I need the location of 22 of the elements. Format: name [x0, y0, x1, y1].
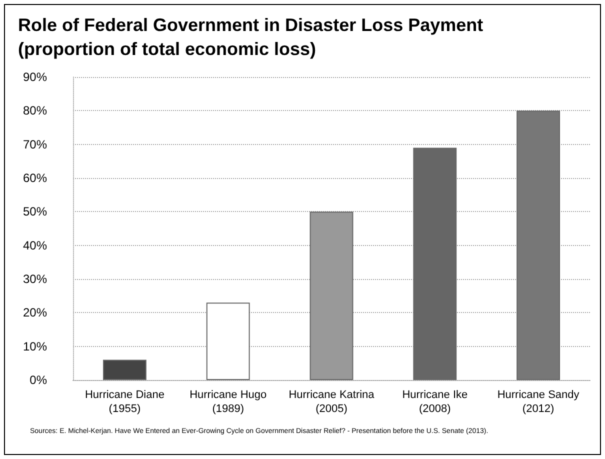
x-tick-label: Hurricane Katrina (2005) — [288, 389, 376, 415]
x-tick-label: Hurricane Ike (2008) — [402, 389, 468, 415]
bar — [102, 360, 146, 380]
x-tick-label: Hurricane Sandy (2012) — [497, 389, 580, 415]
chart-subtitle: (proportion of total economic loss) — [18, 39, 316, 59]
y-tick-label: 40% — [22, 238, 48, 252]
y-tick-label: 60% — [22, 171, 48, 185]
y-tick-label: 20% — [22, 306, 48, 320]
bar — [413, 148, 457, 380]
y-tick-label: 50% — [22, 204, 48, 219]
y-tick-label: 0% — [30, 373, 48, 387]
x-tick-label: Hurricane Hugo (1989) — [190, 389, 267, 415]
x-tick-label: Hurricane Diane (1955) — [84, 389, 164, 415]
chart-title: Role of Federal Government in Disaster Loss Payment — [18, 15, 484, 35]
y-tick-label: 90% — [22, 70, 48, 84]
y-tick-label: 70% — [22, 137, 48, 152]
y-tick-label: 80% — [22, 104, 48, 118]
bar — [206, 302, 250, 380]
bar — [516, 110, 560, 380]
bar — [310, 212, 354, 380]
y-tick-label: 10% — [22, 339, 48, 354]
y-tick-label: 30% — [22, 272, 48, 286]
